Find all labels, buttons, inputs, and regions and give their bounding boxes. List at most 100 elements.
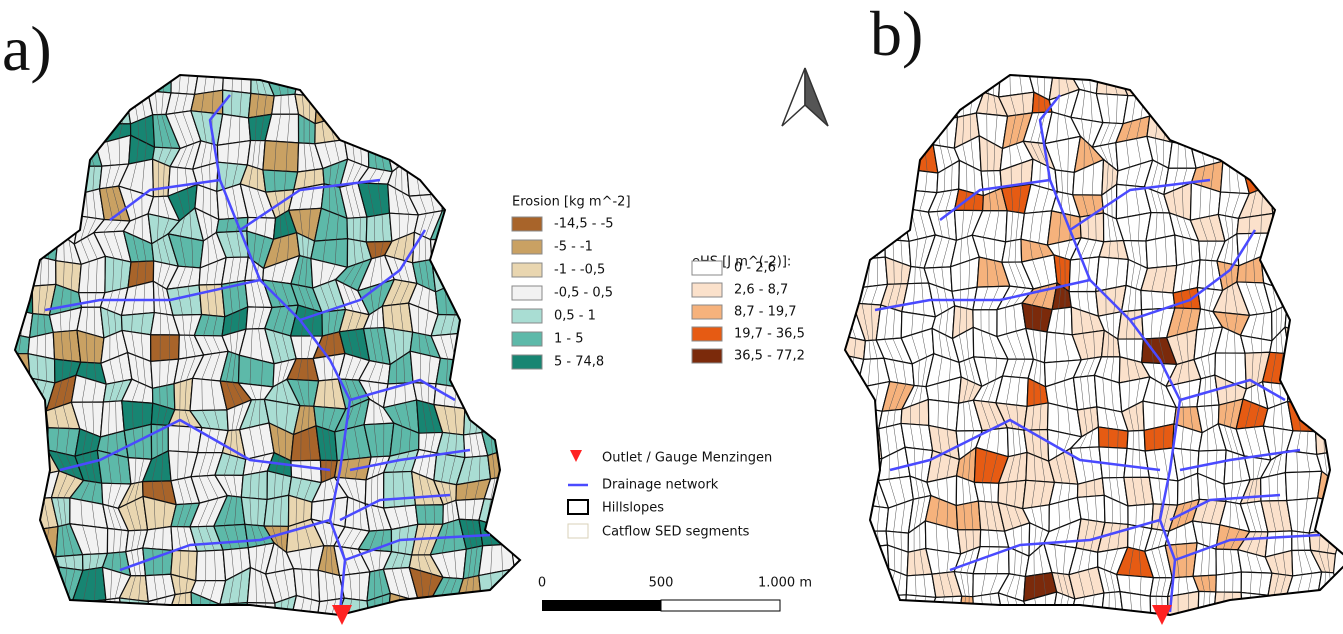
segment [21,288,23,311]
segment [1273,235,1278,259]
segment [1200,71,1201,94]
segment [21,241,26,256]
segment [23,256,26,287]
legend-label: 1 - 5 [554,332,584,347]
legend-swatch [692,349,722,363]
segment [1284,120,1288,143]
segment [472,280,474,315]
hillslope [455,159,492,195]
segment [9,169,16,192]
segment [473,598,475,623]
segment [15,499,17,529]
segment [1166,70,1168,95]
outlet-symbol [570,450,582,462]
segment [47,570,51,595]
hillslope [1055,170,1074,195]
segment [37,142,39,162]
segment [45,117,46,138]
hillslope [859,188,887,214]
segment [448,212,456,239]
segment [1259,94,1262,118]
segment [888,75,890,96]
hillslope [25,161,60,189]
segment [1186,96,1192,121]
hillslope [103,89,130,124]
segment [1303,148,1310,167]
hillslope [831,473,864,506]
hillslope [1310,377,1341,413]
segment [1306,263,1310,284]
hillslope [52,119,71,148]
hillslope [465,387,487,409]
legend-label: 8,7 - 19,7 [734,305,797,320]
hillslope [959,596,974,623]
segment [855,69,857,92]
segment [21,113,25,145]
segment [111,71,113,96]
segment [1302,306,1304,333]
segment [842,477,845,506]
segment [82,602,83,618]
segment [464,601,470,625]
segment [111,96,115,123]
segment [1207,92,1217,115]
segment [14,257,18,289]
legend-label: Drainage network [602,478,719,493]
segment [467,257,475,280]
segment [1330,140,1335,163]
segment [424,124,433,148]
segment [36,597,42,626]
segment [455,360,456,387]
hillslope [1315,190,1339,221]
segment [1200,94,1209,117]
segment [1320,382,1324,411]
hillslope [460,194,492,213]
segment [1325,305,1330,336]
segment [17,165,22,190]
cells [0,64,516,629]
segment [877,546,879,568]
segment [851,505,853,531]
segment [1225,90,1229,117]
segment [439,144,448,160]
segment [921,99,925,121]
segment [1297,193,1302,219]
segment [1248,121,1249,145]
segment [897,595,898,619]
segment [1310,123,1313,148]
segment [83,95,84,124]
hillslope [479,67,504,93]
segment [497,312,500,334]
segment [471,74,481,95]
segment [7,450,13,479]
hillslope [479,311,506,339]
segment [1232,69,1235,89]
hillslope [1285,327,1318,355]
legend-label: Hillslopes [602,501,664,516]
segment [1259,73,1262,93]
segment [866,120,872,147]
scale-label: 1.000 m [758,576,812,591]
segment [1328,221,1331,236]
hillslope [479,520,511,546]
hillslope [951,64,983,95]
segment [9,334,13,354]
hillslope [433,596,467,625]
hillslope [263,141,299,172]
segment [921,121,924,143]
segment [477,195,481,211]
hillslope [482,114,509,143]
segment [12,213,17,242]
segment [1180,96,1184,122]
panel-label: b) [870,0,923,69]
segment [7,434,12,450]
segment [94,97,95,123]
segment [1185,121,1193,144]
segment [1320,356,1323,381]
cells [828,63,1343,629]
segment [1325,281,1327,305]
segment [10,382,17,406]
segment [850,119,856,148]
segment [352,73,354,92]
hillslope [1124,477,1153,506]
